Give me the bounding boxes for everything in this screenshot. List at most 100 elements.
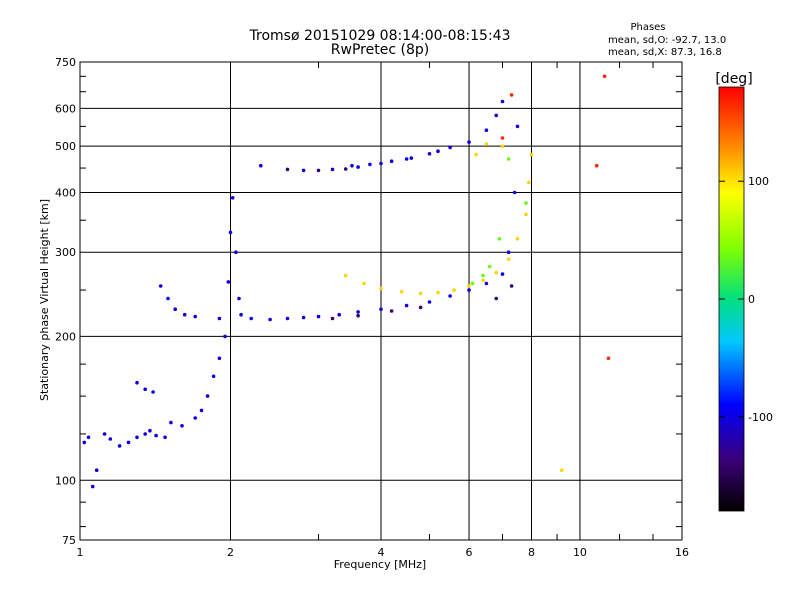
data-point	[90, 484, 95, 489]
data-point	[452, 288, 456, 292]
data-point	[436, 290, 440, 295]
data-point	[169, 420, 173, 425]
data-point	[379, 161, 383, 166]
data-point	[193, 314, 197, 319]
phase-info-o: mean, sd,O: -92.7, 13.0	[608, 35, 726, 46]
data-point	[389, 309, 394, 313]
data-point	[350, 163, 354, 168]
data-point	[389, 159, 394, 163]
data-point	[234, 250, 238, 254]
y-tick-label: 600	[55, 102, 76, 115]
data-point	[301, 168, 306, 173]
x-tick-label: 16	[675, 546, 689, 559]
data-point	[217, 316, 222, 321]
data-point	[249, 316, 253, 321]
data-point	[379, 307, 383, 312]
data-point	[126, 440, 131, 445]
y-tick-label: 500	[55, 140, 76, 153]
data-point	[594, 163, 599, 168]
data-point	[506, 250, 511, 254]
data-point	[527, 180, 531, 185]
data-point	[497, 237, 502, 241]
y-tick-label: 200	[55, 330, 76, 343]
data-point	[427, 300, 432, 304]
data-point	[368, 162, 372, 167]
y-tick-label: 100	[55, 474, 76, 487]
data-point	[500, 136, 505, 140]
data-point	[484, 142, 489, 146]
data-point	[199, 408, 204, 413]
data-point	[356, 313, 360, 318]
data-point	[524, 212, 528, 217]
data-point	[506, 257, 511, 262]
x-axis-label: Frequency [MHz]	[334, 558, 426, 571]
data-point	[268, 317, 272, 322]
data-point	[259, 163, 263, 168]
colorbar-ticks: 100 0 -100	[719, 175, 773, 424]
data-point	[484, 281, 489, 286]
data-point	[509, 284, 514, 288]
data-point	[418, 305, 423, 310]
data-point	[500, 99, 505, 104]
data-point	[418, 291, 423, 296]
data-point	[399, 289, 404, 294]
data-point	[494, 113, 499, 118]
data-point	[362, 281, 366, 286]
data-point	[337, 312, 342, 317]
data-point	[481, 278, 485, 283]
y-tick-label: 400	[55, 186, 76, 199]
data-point	[481, 273, 485, 278]
data-point	[117, 444, 122, 448]
data-point	[509, 93, 514, 97]
data-point	[285, 167, 290, 172]
data-point	[228, 230, 233, 235]
data-point	[356, 165, 360, 169]
data-point	[448, 145, 452, 150]
data-point	[343, 273, 348, 278]
data-point	[211, 374, 216, 379]
x-tick-label: 4	[378, 546, 385, 559]
data-point	[467, 284, 471, 288]
x-tick-label: 6	[466, 546, 473, 559]
data-point	[448, 294, 452, 298]
data-point	[180, 424, 184, 428]
data-point	[330, 316, 335, 321]
data-point	[143, 432, 147, 436]
data-point	[379, 286, 383, 291]
data-point	[343, 167, 348, 171]
y-axis-label: Stationary phase Virtual Height [km]	[38, 199, 51, 401]
chart-subtitle: RwPretec (8p)	[331, 42, 429, 58]
data-point	[301, 315, 306, 320]
phase-info-heading: Phases	[630, 22, 665, 33]
data-point	[500, 272, 505, 276]
data-point	[606, 356, 611, 361]
data-point	[330, 167, 335, 172]
data-point	[512, 190, 517, 195]
data-point	[487, 264, 492, 269]
data-point	[515, 124, 520, 129]
data-point	[135, 435, 139, 440]
data-point	[237, 296, 241, 301]
data-point	[467, 140, 471, 144]
data-point	[467, 288, 471, 292]
x-tick-label: 10	[573, 546, 587, 559]
data-point	[135, 380, 139, 385]
x-tick-label: 1	[77, 546, 84, 559]
colorbar-tick-label: 0	[748, 293, 755, 306]
data-point	[494, 270, 499, 275]
data-point	[158, 284, 163, 288]
data-point	[143, 387, 147, 392]
colorbar-label: [deg]	[715, 71, 752, 87]
data-point	[285, 316, 290, 321]
data-point	[560, 468, 564, 473]
data-point	[239, 312, 243, 317]
data-point	[602, 74, 607, 79]
data-point	[166, 296, 170, 301]
data-point	[506, 157, 511, 161]
data-point	[524, 201, 528, 205]
data-point	[163, 435, 167, 440]
x-tick-label: 2	[227, 546, 234, 559]
data-point	[529, 152, 534, 157]
data-point	[404, 303, 409, 308]
data-point	[205, 394, 210, 398]
